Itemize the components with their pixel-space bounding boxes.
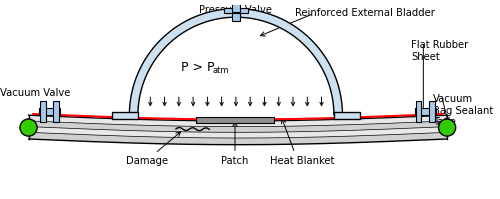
- Polygon shape: [130, 9, 342, 115]
- Bar: [224, 0, 248, 3]
- Text: Vacuum
Bag Sealant
Tape: Vacuum Bag Sealant Tape: [433, 94, 493, 128]
- Bar: [196, 117, 274, 123]
- Polygon shape: [28, 115, 447, 127]
- Polygon shape: [28, 121, 447, 132]
- Circle shape: [438, 119, 456, 136]
- Bar: [429, 101, 434, 122]
- Text: Reinforced External Bladder: Reinforced External Bladder: [295, 8, 435, 18]
- Polygon shape: [334, 112, 359, 119]
- Text: Damage: Damage: [126, 156, 168, 166]
- Polygon shape: [112, 112, 138, 119]
- Bar: [232, 8, 239, 21]
- Text: Patch: Patch: [222, 156, 248, 166]
- Text: P > P: P > P: [180, 61, 214, 74]
- Polygon shape: [28, 127, 447, 138]
- Circle shape: [20, 119, 37, 136]
- Text: Flat Rubber
Sheet: Flat Rubber Sheet: [411, 40, 468, 62]
- Bar: [39, 108, 60, 115]
- Text: Heat Blanket: Heat Blanket: [270, 156, 334, 166]
- Bar: [40, 101, 46, 122]
- Bar: [232, 0, 239, 13]
- Text: Pressure Valve: Pressure Valve: [200, 5, 272, 15]
- Bar: [415, 108, 436, 115]
- Bar: [416, 101, 422, 122]
- Text: atm: atm: [212, 66, 228, 75]
- Bar: [224, 8, 248, 13]
- Bar: [54, 101, 59, 122]
- Polygon shape: [28, 132, 447, 145]
- Text: Vacuum Valve: Vacuum Valve: [0, 88, 70, 98]
